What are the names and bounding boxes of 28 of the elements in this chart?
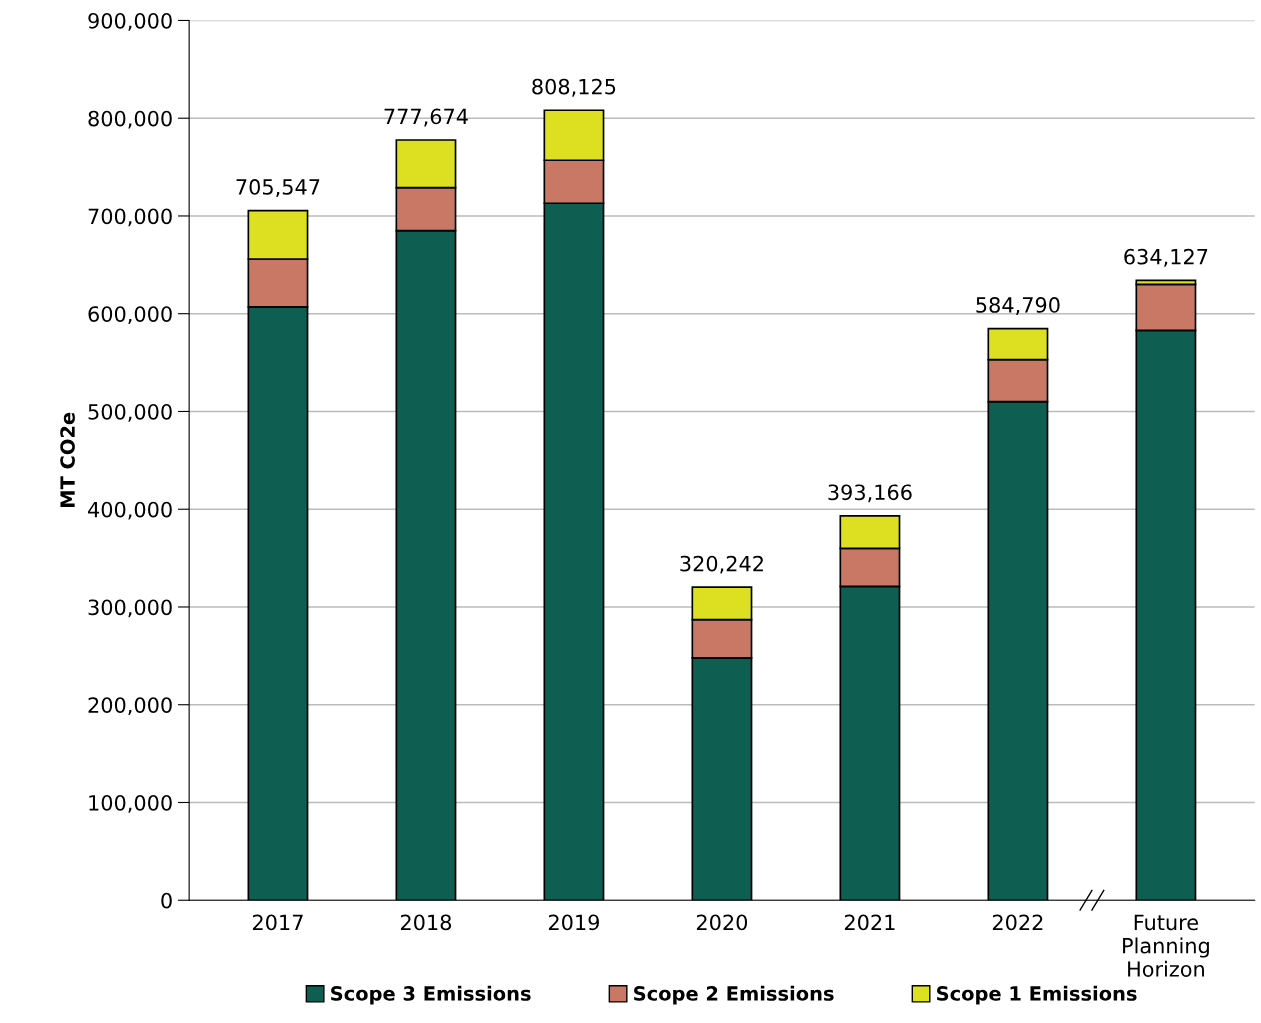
total-label: 320,242 — [680, 555, 763, 574]
y-tick-label: 900,000 — [88, 12, 172, 31]
y-tick-label: 500,000 — [88, 403, 172, 422]
legend-label: Scope 3 Emissions — [331, 985, 531, 1005]
y-tick-label: 400,000 — [88, 501, 172, 520]
total-label: 705,547 — [236, 179, 320, 197]
x-tick-label: 2019 — [548, 914, 599, 931]
x-tick-label: 2017 — [252, 914, 303, 931]
y-tick-label: 300,000 — [88, 599, 172, 618]
x-tick-label: 2021 — [844, 914, 895, 931]
y-axis-title: MT CO2e — [60, 412, 75, 508]
total-label: 777,674 — [384, 108, 468, 127]
y-tick-label: 600,000 — [88, 306, 172, 325]
y-tick-label: 200,000 — [88, 697, 172, 716]
x-tick-label: Future Planning Horizon — [1123, 914, 1209, 977]
y-tick-label: 700,000 — [88, 208, 172, 227]
legend-label: Scope 1 Emissions — [937, 985, 1137, 1005]
x-tick-label: 2018 — [400, 914, 452, 931]
total-label: 808,125 — [532, 78, 616, 97]
total-label: 393,166 — [828, 484, 912, 503]
x-tick-label: 2020 — [696, 914, 748, 931]
y-tick-label: 0 — [161, 892, 172, 909]
legend-label: Scope 2 Emissions — [634, 985, 834, 1005]
y-tick-label: 800,000 — [88, 110, 172, 129]
total-label: 584,790 — [976, 297, 1060, 315]
total-label: 634,127 — [1124, 248, 1208, 267]
x-tick-label: 2022 — [992, 914, 1043, 931]
y-tick-label: 100,000 — [89, 794, 172, 813]
